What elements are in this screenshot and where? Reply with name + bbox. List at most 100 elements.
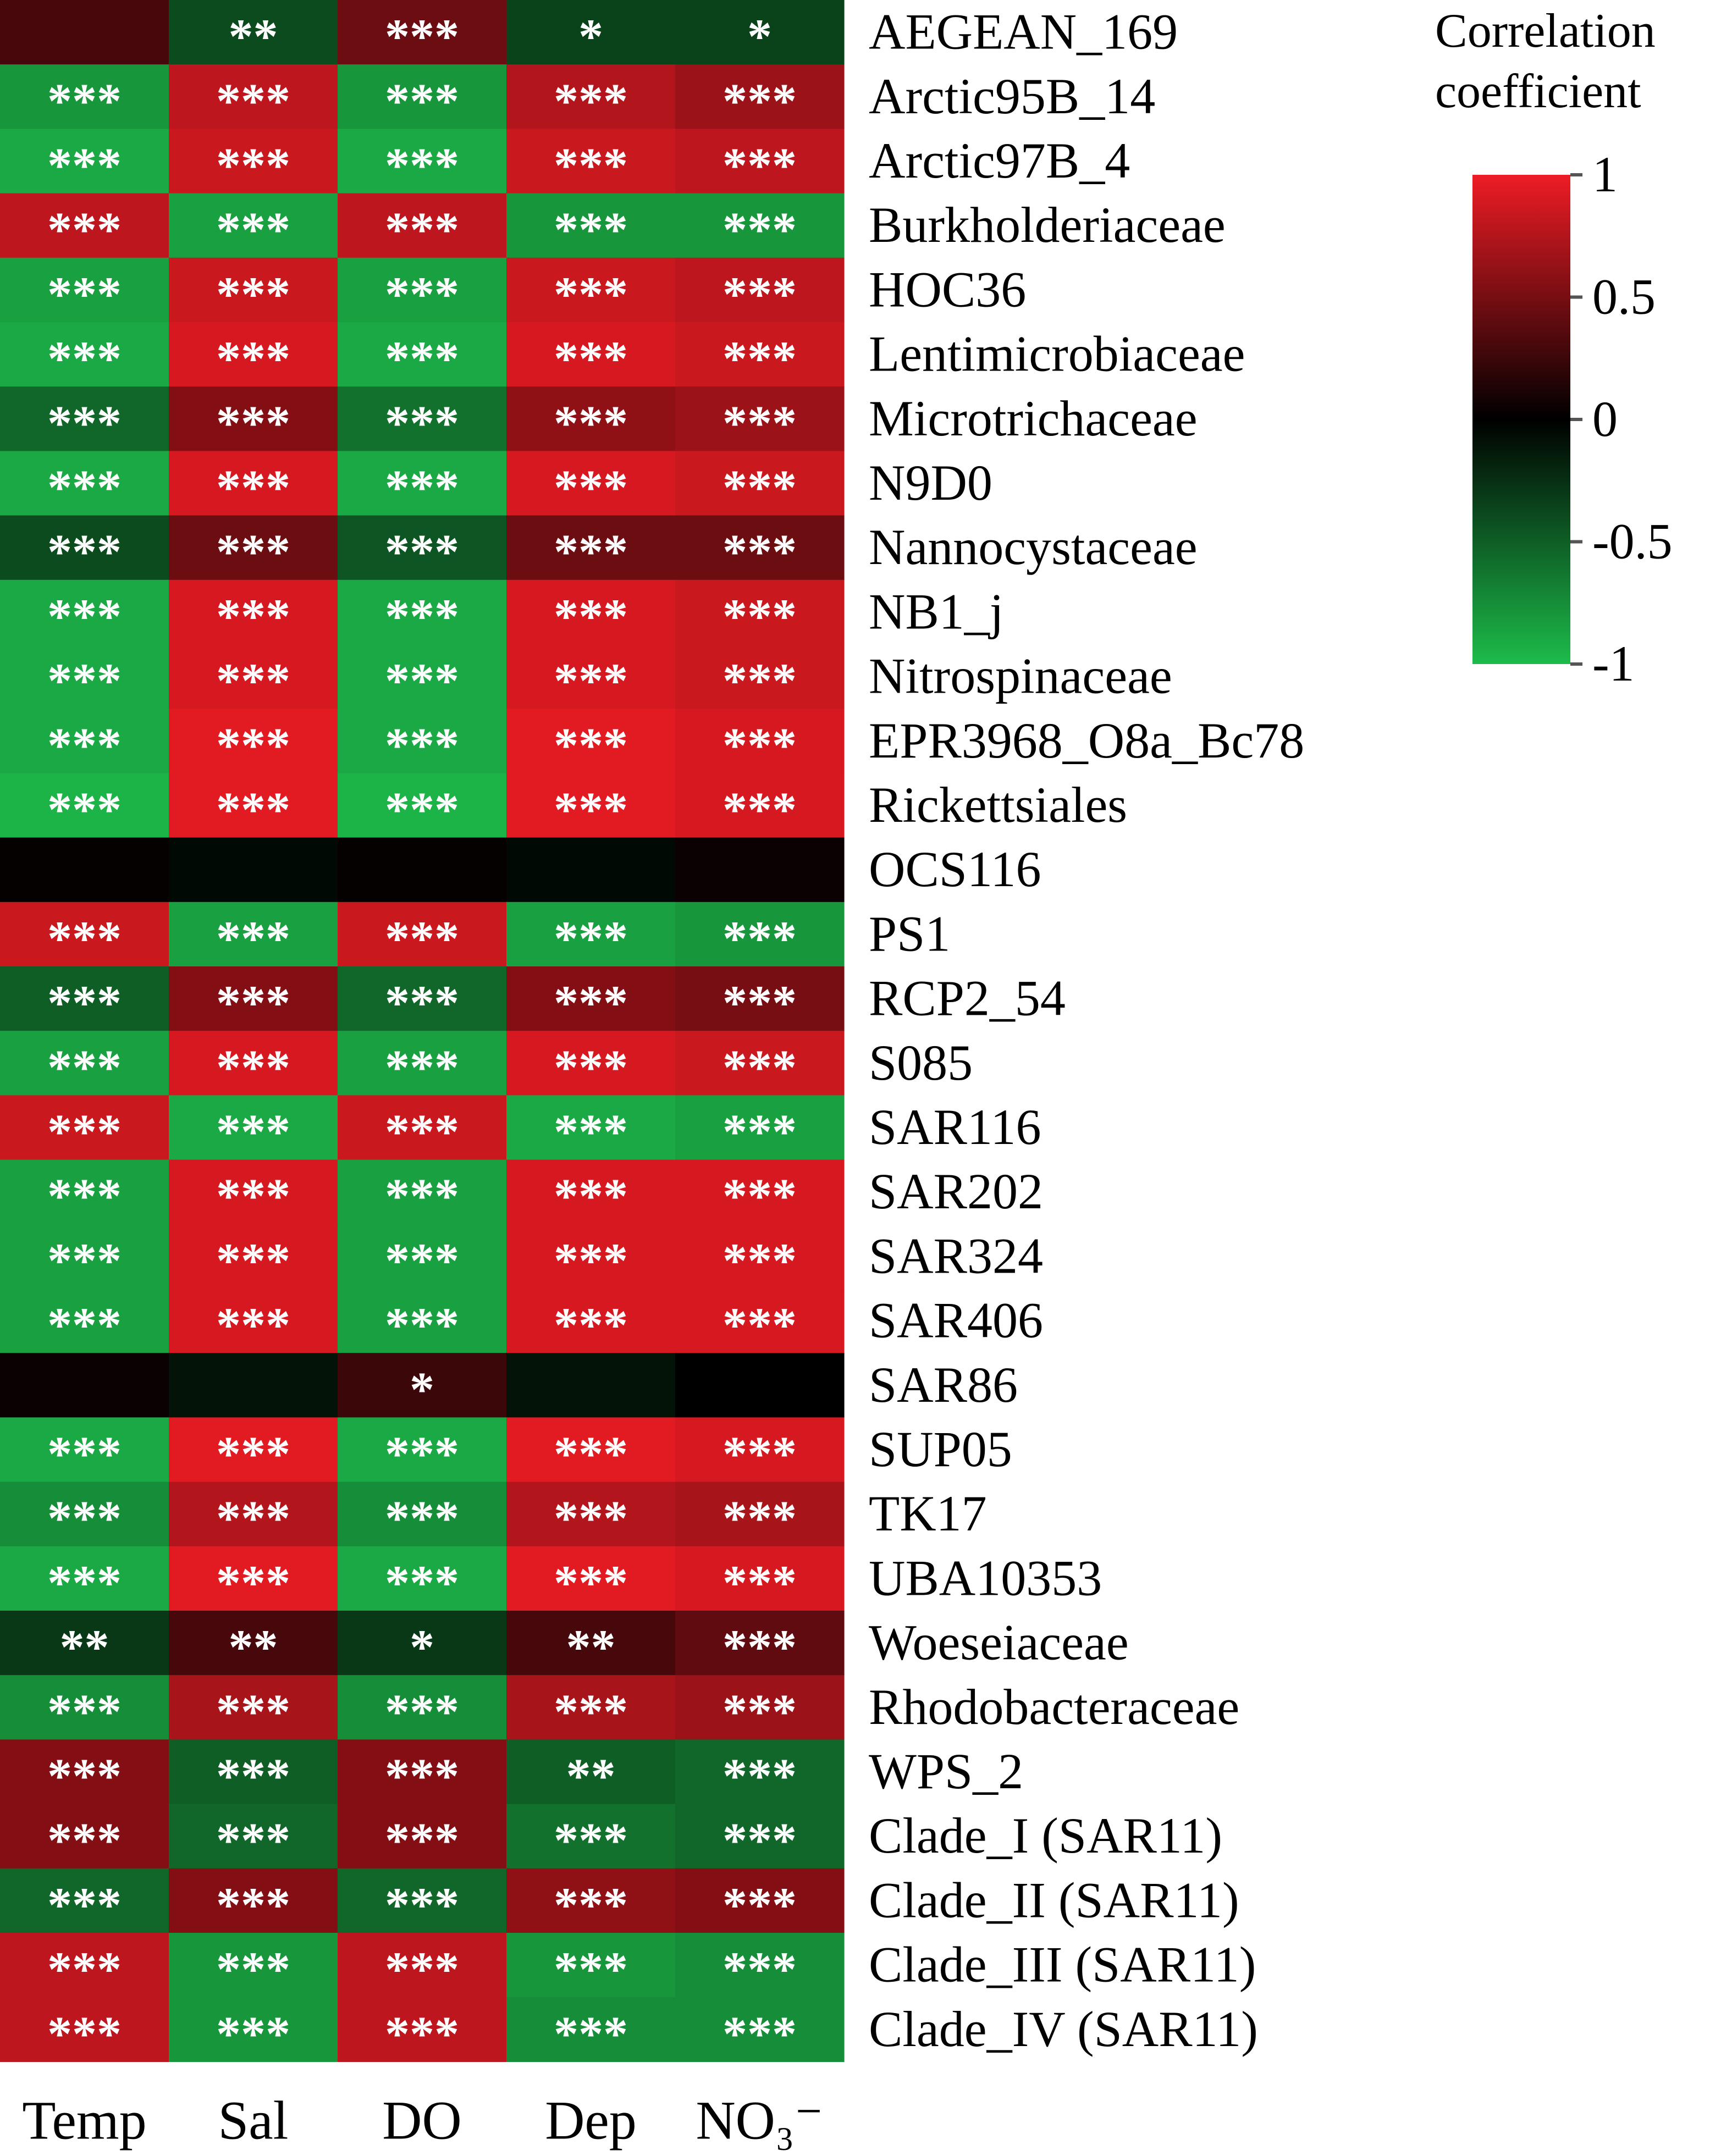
significance-mark: *** — [47, 461, 122, 515]
significance-mark: *** — [554, 332, 628, 386]
row-label: UBA10353 — [869, 1550, 1102, 1606]
significance-mark: *** — [722, 1491, 797, 1546]
heatmap-cell — [0, 1417, 169, 1483]
significance-mark: *** — [216, 1943, 290, 1997]
heatmap-cell — [675, 902, 845, 967]
significance-mark: *** — [385, 654, 459, 709]
heatmap-cell — [169, 257, 338, 323]
heatmap-cell — [169, 386, 338, 451]
heatmap-cell — [0, 193, 169, 258]
significance-mark: *** — [722, 1556, 797, 1610]
significance-mark: *** — [722, 139, 797, 193]
heatmap-cell — [675, 1031, 845, 1096]
heatmap-cell — [338, 1417, 507, 1483]
significance-mark: *** — [47, 1943, 122, 1997]
significance-mark: *** — [385, 525, 459, 579]
significance-mark: *** — [47, 718, 122, 773]
row-label: Clade_II (SAR11) — [869, 1872, 1239, 1928]
significance-mark: *** — [47, 1041, 122, 1095]
significance-mark: *** — [47, 1491, 122, 1546]
heatmap-cell — [169, 1031, 338, 1096]
heatmap-cell — [338, 773, 507, 838]
significance-mark: *** — [722, 1621, 797, 1675]
heatmap-cell — [169, 451, 338, 516]
significance-mark: *** — [722, 783, 797, 837]
significance-mark: *** — [47, 2007, 122, 2061]
significance-mark: *** — [385, 1685, 459, 1739]
heatmap-cell — [675, 1611, 845, 1676]
heatmap-cell — [169, 1933, 338, 1998]
significance-mark: *** — [385, 911, 459, 966]
significance-mark: *** — [722, 589, 797, 644]
heatmap-cell — [169, 966, 338, 1031]
significance-mark: *** — [47, 976, 122, 1031]
heatmap-cell — [675, 1353, 845, 1418]
significance-mark: *** — [216, 1556, 290, 1610]
significance-mark: *** — [216, 1041, 290, 1095]
significance-mark: *** — [722, 1105, 797, 1159]
heatmap-cell — [169, 1353, 338, 1418]
heatmap-cell — [0, 1481, 169, 1547]
significance-mark: *** — [722, 525, 797, 579]
heatmap-cell — [169, 129, 338, 194]
heatmap-cell — [0, 1933, 169, 1998]
heatmap-cell — [0, 129, 169, 194]
significance-mark: *** — [554, 1169, 628, 1224]
heatmap-cell — [506, 1611, 676, 1676]
legend-tick-label: 0.5 — [1592, 269, 1656, 325]
significance-mark: *** — [216, 1427, 290, 1481]
significance-mark: *** — [216, 589, 290, 644]
significance-mark: *** — [385, 1234, 459, 1288]
significance-mark: *** — [216, 1685, 290, 1739]
heatmap-cell — [0, 966, 169, 1031]
row-label: Nitrospinaceae — [869, 648, 1172, 704]
heatmap-cell — [506, 773, 676, 838]
significance-mark: *** — [216, 1491, 290, 1546]
significance-mark: * — [410, 1621, 434, 1675]
significance-mark: *** — [47, 396, 122, 451]
legend-color-bar — [1472, 175, 1570, 664]
significance-mark: *** — [385, 1491, 459, 1546]
row-label: RCP2_54 — [869, 970, 1066, 1026]
significance-mark: *** — [385, 74, 459, 129]
heatmap-cell — [0, 1997, 169, 2062]
heatmap-cell — [169, 0, 338, 65]
heatmap-cell — [675, 1481, 845, 1547]
heatmap-cell — [338, 129, 507, 194]
significance-mark: *** — [722, 1749, 797, 1804]
significance-mark: *** — [47, 589, 122, 644]
heatmap-cell — [0, 1095, 169, 1160]
heatmap-cell — [338, 0, 507, 65]
row-label: Lentimicrobiaceae — [869, 326, 1245, 382]
significance-mark: *** — [47, 911, 122, 966]
significance-mark: *** — [385, 1427, 459, 1481]
heatmap-cell — [506, 1159, 676, 1225]
significance-mark: *** — [47, 1749, 122, 1804]
significance-mark: *** — [385, 139, 459, 193]
heatmap-cell — [506, 451, 676, 516]
heatmap-cell — [506, 257, 676, 323]
heatmap-cell — [0, 257, 169, 323]
significance-mark: *** — [216, 1298, 290, 1353]
significance-mark: *** — [554, 1814, 628, 1868]
significance-mark: *** — [47, 1234, 122, 1288]
significance-mark: *** — [216, 783, 290, 837]
significance-mark: *** — [722, 976, 797, 1031]
row-label: WPS_2 — [869, 1743, 1023, 1799]
significance-mark: *** — [47, 74, 122, 129]
heatmap-cell — [338, 1933, 507, 1998]
heatmap-cell — [506, 1481, 676, 1547]
heatmap-cell — [169, 902, 338, 967]
heatmap-cell — [0, 1546, 169, 1611]
heatmap-cell — [506, 193, 676, 258]
heatmap-cell — [169, 1611, 338, 1676]
significance-mark: *** — [47, 1298, 122, 1353]
row-label: NB1_j — [869, 583, 1003, 639]
heatmap-cell — [0, 451, 169, 516]
heatmap-cell — [169, 644, 338, 709]
significance-mark: *** — [554, 1943, 628, 1997]
heatmap-cell — [675, 1159, 845, 1225]
significance-mark: *** — [47, 332, 122, 386]
heatmap-cell — [169, 1095, 338, 1160]
heatmap-cell — [506, 902, 676, 967]
